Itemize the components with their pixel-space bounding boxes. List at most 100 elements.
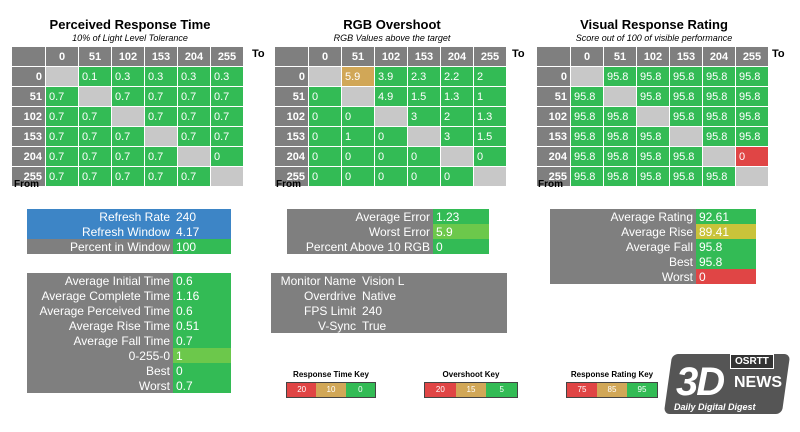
monitor-row: V-Sync True — [271, 318, 507, 333]
rating-cell: 95.8 — [669, 146, 703, 167]
rating-cell: 95.8 — [669, 166, 703, 187]
times-row: Average Initial Time 0.6 — [27, 273, 231, 288]
osrtt-badge: OSRTT — [730, 354, 774, 369]
overshoot-cell: 3 — [440, 126, 474, 147]
rating-key-green: 95 — [627, 383, 657, 397]
rating-row-header: 0 — [536, 66, 571, 87]
perceived-cell: 0.7 — [144, 106, 178, 127]
overshoot-grid: 0 51 102 153 204 255 0 5.9 3.9 2.3 2.2 2 51 0 4.9 1.5 1.… — [274, 46, 507, 187]
overshoot-cell — [341, 86, 375, 107]
rating-cell: 95.8 — [570, 126, 604, 147]
rating-row-header: 102 — [536, 106, 571, 127]
times-value: 0.6 — [173, 273, 231, 288]
perceived-from-label: From — [14, 179, 39, 190]
errors-label: Worst Error — [287, 224, 433, 239]
overshoot-row: 0 5.9 3.9 2.3 2.2 2 — [274, 66, 507, 87]
rating-cell: 95.8 — [702, 66, 736, 87]
perceived-cell: 0 — [210, 146, 244, 167]
overshoot-cell: 5.9 — [341, 66, 375, 87]
monitor-settings-panel: Monitor Name Vision L Overdrive Native FPS L… — [271, 273, 507, 333]
perceived-cell — [144, 126, 178, 147]
overshoot-row-header: 0 — [274, 66, 309, 87]
overshoot-cell: 2 — [473, 66, 507, 87]
overshoot-cell: 1.5 — [473, 126, 507, 147]
times-label: Worst — [27, 378, 173, 393]
monitor-row: Overdrive Native — [271, 288, 507, 303]
rating-cell — [636, 106, 670, 127]
rating-row: 204 95.8 95.8 95.8 95.8 0 — [536, 146, 769, 167]
response-rating-key-title: Response Rating Key — [570, 370, 654, 379]
refresh-row: Refresh Window 4.17 — [27, 224, 231, 239]
overshoot-row-header: 255 — [274, 166, 309, 187]
rating-corner — [536, 46, 571, 67]
overshoot-col-header: 0 — [308, 46, 342, 67]
ratings-row: Worst 0 — [550, 269, 756, 284]
rating-grid: 0 51 102 153 204 255 0 95.8 95.8 95.8 95.8 95.8 51 95… — [536, 46, 769, 187]
times-row: 0-255-0 1 — [27, 348, 231, 363]
times-label: Average Perceived Time — [27, 303, 173, 318]
ratings-label: Average Fall — [550, 239, 696, 254]
perceived-row-header: 255 — [11, 166, 46, 187]
refresh-label: Percent in Window — [27, 239, 173, 254]
refresh-label: Refresh Window — [27, 224, 173, 239]
overshoot-to-label: To — [512, 48, 525, 60]
logo-tagline: Daily Digital Digest — [674, 402, 756, 412]
perceived-cell: 0.7 — [111, 126, 145, 147]
perceived-cell: 0.7 — [144, 166, 178, 187]
rating-cell — [603, 86, 637, 107]
rating-row: 51 95.8 95.8 95.8 95.8 95.8 — [536, 86, 769, 107]
perceived-cell: 0.7 — [210, 106, 244, 127]
rating-cell: 95.8 — [702, 106, 736, 127]
overshoot-cell: 0 — [407, 146, 441, 167]
times-value: 0.51 — [173, 318, 231, 333]
rating-cell: 95.8 — [603, 146, 637, 167]
monitor-label: FPS Limit — [271, 303, 359, 318]
ratings-value: 89.41 — [696, 224, 756, 239]
perceived-to-label: To — [252, 48, 265, 60]
rating-row: 153 95.8 95.8 95.8 95.8 95.8 — [536, 126, 769, 147]
rating-cell: 95.8 — [636, 66, 670, 87]
overshoot-key-orange: 15 — [455, 383, 487, 397]
overshoot-cell: 3.9 — [374, 66, 408, 87]
ratings-label: Best — [550, 254, 696, 269]
overshoot-cell: 1 — [473, 86, 507, 107]
perceived-cell: 0.7 — [111, 86, 145, 107]
overshoot-row: 102 0 0 3 2 1.3 — [274, 106, 507, 127]
perceived-cell: 0.7 — [78, 146, 112, 167]
ratings-value: 95.8 — [696, 239, 756, 254]
overshoot-title: RGB Overshoot — [343, 17, 441, 32]
monitor-value: 240 — [359, 303, 507, 318]
refresh-panel: Refresh Rate 240 Refresh Window 4.17 Percent… — [27, 209, 231, 254]
ratings-row: Average Rise 89.41 — [550, 224, 756, 239]
rating-cell: 95.8 — [570, 106, 604, 127]
perceived-subtitle: 10% of Light Level Tolerance — [72, 33, 188, 43]
rating-cell: 95.8 — [702, 86, 736, 107]
perceived-row-header: 102 — [11, 106, 46, 127]
perceived-cell — [210, 166, 244, 187]
overshoot-cell: 0 — [341, 146, 375, 167]
rating-col-header: 51 — [603, 46, 637, 67]
perceived-col-header: 0 — [45, 46, 79, 67]
overshoot-key: Overshoot Key 20 15 5 — [424, 370, 518, 398]
rating-row: 0 95.8 95.8 95.8 95.8 95.8 — [536, 66, 769, 87]
rating-col-header: 204 — [702, 46, 736, 67]
overshoot-cell: 1.3 — [473, 106, 507, 127]
rating-cell: 95.8 — [636, 166, 670, 187]
times-row: Best 0 — [27, 363, 231, 378]
logo-brand: 3D — [676, 360, 725, 404]
times-value: 1 — [173, 348, 231, 363]
perceived-cell: 0.7 — [177, 126, 211, 147]
perceived-row: 102 0.7 0.7 0.7 0.7 0.7 — [11, 106, 244, 127]
ratings-row: Best 95.8 — [550, 254, 756, 269]
overshoot-row: 204 0 0 0 0 0 — [274, 146, 507, 167]
perceived-cell: 0.7 — [111, 146, 145, 167]
rating-cell: 95.8 — [603, 106, 637, 127]
rating-row-header: 153 — [536, 126, 571, 147]
overshoot-cell: 0 — [308, 86, 342, 107]
overshoot-cell: 1 — [341, 126, 375, 147]
overshoot-subtitle: RGB Values above the target — [333, 33, 451, 43]
monitor-value: Vision L — [359, 273, 507, 288]
ratings-label: Average Rating — [550, 209, 696, 224]
rating-cell: 95.8 — [570, 146, 604, 167]
perceived-cell — [177, 146, 211, 167]
